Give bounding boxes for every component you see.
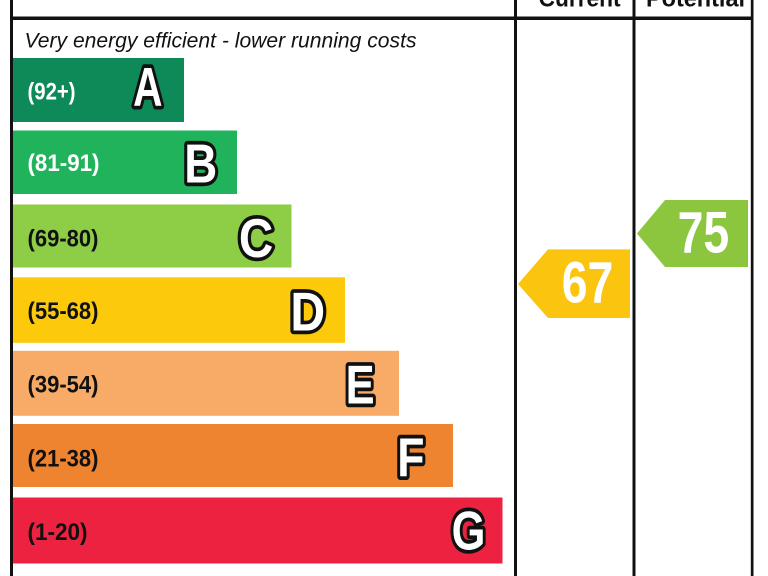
svg-text:Potential: Potential: [646, 0, 745, 13]
svg-text:(69-80): (69-80): [28, 226, 99, 253]
svg-text:Very energy efficient - lower: Very energy efficient - lower running co…: [25, 29, 417, 53]
svg-text:B: B: [184, 132, 217, 194]
svg-text:67: 67: [562, 251, 614, 316]
svg-text:Current: Current: [539, 0, 621, 13]
svg-text:F: F: [397, 427, 424, 489]
svg-text:75: 75: [678, 201, 730, 266]
svg-text:(39-54): (39-54): [28, 372, 99, 399]
svg-text:(55-68): (55-68): [28, 298, 99, 325]
svg-text:C: C: [239, 207, 273, 269]
svg-text:(1-20): (1-20): [28, 519, 88, 546]
svg-text:G: G: [452, 500, 486, 562]
svg-text:A: A: [133, 56, 162, 117]
svg-text:(21-38): (21-38): [28, 446, 99, 473]
svg-text:E: E: [346, 354, 375, 416]
svg-text:D: D: [290, 281, 325, 343]
svg-text:(92+): (92+): [28, 79, 76, 106]
svg-text:(81-91): (81-91): [28, 150, 100, 177]
